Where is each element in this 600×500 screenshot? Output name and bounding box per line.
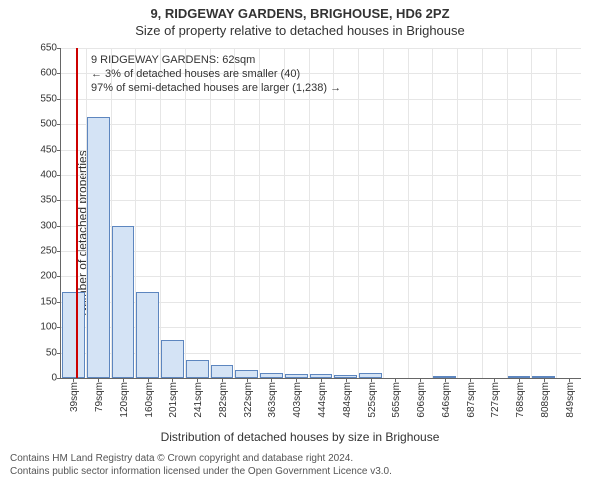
annotation-line: 97% of semi-detached houses are larger (… (91, 82, 341, 96)
bar (334, 375, 357, 378)
bar (62, 292, 85, 378)
footer: Contains HM Land Registry data © Crown c… (10, 452, 590, 478)
footer-line2: Contains public sector information licen… (10, 465, 590, 478)
grid-h (61, 150, 581, 151)
grid-v (432, 48, 433, 378)
xtick-label: 322sqm (243, 382, 254, 418)
grid-h (61, 200, 581, 201)
grid-v (531, 48, 532, 378)
annotation-line: ← 3% of detached houses are smaller (40) (91, 68, 341, 82)
grid-v (210, 48, 211, 378)
ytick-label: 600 (40, 68, 61, 79)
bar (136, 292, 159, 378)
ytick-label: 250 (40, 246, 61, 257)
xtick-label: 687sqm (466, 382, 477, 418)
xtick-label: 525sqm (367, 382, 378, 418)
xtick-label: 79sqm (94, 382, 105, 412)
grid-v (358, 48, 359, 378)
ytick-label: 200 (40, 271, 61, 282)
bar (87, 117, 110, 378)
grid-h (61, 251, 581, 252)
ytick-label: 500 (40, 119, 61, 130)
bar (310, 374, 333, 378)
annotation-line: 9 RIDGEWAY GARDENS: 62sqm (91, 54, 341, 68)
grid-v (507, 48, 508, 378)
grid-h (61, 276, 581, 277)
bar (235, 370, 258, 378)
grid-v (556, 48, 557, 378)
xtick-label: 565sqm (391, 382, 402, 418)
bar (161, 340, 184, 378)
plot-area: 0501001502002503003504004505005506006503… (60, 48, 581, 379)
bar (508, 376, 531, 378)
xtick-label: 160sqm (144, 382, 155, 418)
ytick-label: 350 (40, 195, 61, 206)
title-sub: Size of property relative to detached ho… (0, 23, 600, 38)
bar (211, 365, 234, 378)
ytick-label: 300 (40, 220, 61, 231)
bar (260, 373, 283, 378)
grid-v (482, 48, 483, 378)
bar (285, 374, 308, 378)
grid-v (309, 48, 310, 378)
title-main: 9, RIDGEWAY GARDENS, BRIGHOUSE, HD6 2PZ (0, 6, 600, 21)
grid-h (61, 124, 581, 125)
xtick-label: 727sqm (490, 382, 501, 418)
grid-v (160, 48, 161, 378)
xtick-label: 282sqm (218, 382, 229, 418)
xtick-label: 646sqm (441, 382, 452, 418)
annotation-box: 9 RIDGEWAY GARDENS: 62sqm← 3% of detache… (91, 54, 341, 95)
ytick-label: 450 (40, 144, 61, 155)
bar (186, 360, 209, 378)
grid-v (185, 48, 186, 378)
bar (433, 376, 456, 378)
grid-v (457, 48, 458, 378)
xtick-label: 363sqm (267, 382, 278, 418)
xtick-label: 241sqm (193, 382, 204, 418)
xtick-label: 444sqm (317, 382, 328, 418)
footer-line1: Contains HM Land Registry data © Crown c… (10, 452, 590, 465)
grid-v (408, 48, 409, 378)
xtick-label: 849sqm (565, 382, 576, 418)
grid-v (333, 48, 334, 378)
xtick-label: 120sqm (119, 382, 130, 418)
bar (532, 376, 555, 378)
bar (112, 226, 135, 378)
grid-h (61, 99, 581, 100)
ytick-label: 100 (40, 322, 61, 333)
marker-line (76, 48, 78, 378)
xtick-label: 808sqm (540, 382, 551, 418)
ytick-label: 50 (46, 347, 61, 358)
xtick-label: 484sqm (342, 382, 353, 418)
grid-h (61, 48, 581, 49)
xtick-label: 201sqm (168, 382, 179, 418)
ytick-label: 650 (40, 43, 61, 54)
grid-v (234, 48, 235, 378)
xtick-label: 403sqm (292, 382, 303, 418)
ytick-label: 400 (40, 169, 61, 180)
xtick-label: 39sqm (69, 382, 80, 412)
ytick-label: 550 (40, 93, 61, 104)
bar (359, 373, 382, 378)
ytick-label: 150 (40, 296, 61, 307)
grid-h (61, 226, 581, 227)
x-axis-label: Distribution of detached houses by size … (0, 430, 600, 444)
grid-v (383, 48, 384, 378)
grid-h (61, 175, 581, 176)
xtick-label: 606sqm (416, 382, 427, 418)
grid-v (259, 48, 260, 378)
chart-area: Number of detached properties 0501001502… (0, 38, 600, 428)
ytick-label: 0 (51, 373, 61, 384)
grid-v (284, 48, 285, 378)
xtick-label: 768sqm (515, 382, 526, 418)
